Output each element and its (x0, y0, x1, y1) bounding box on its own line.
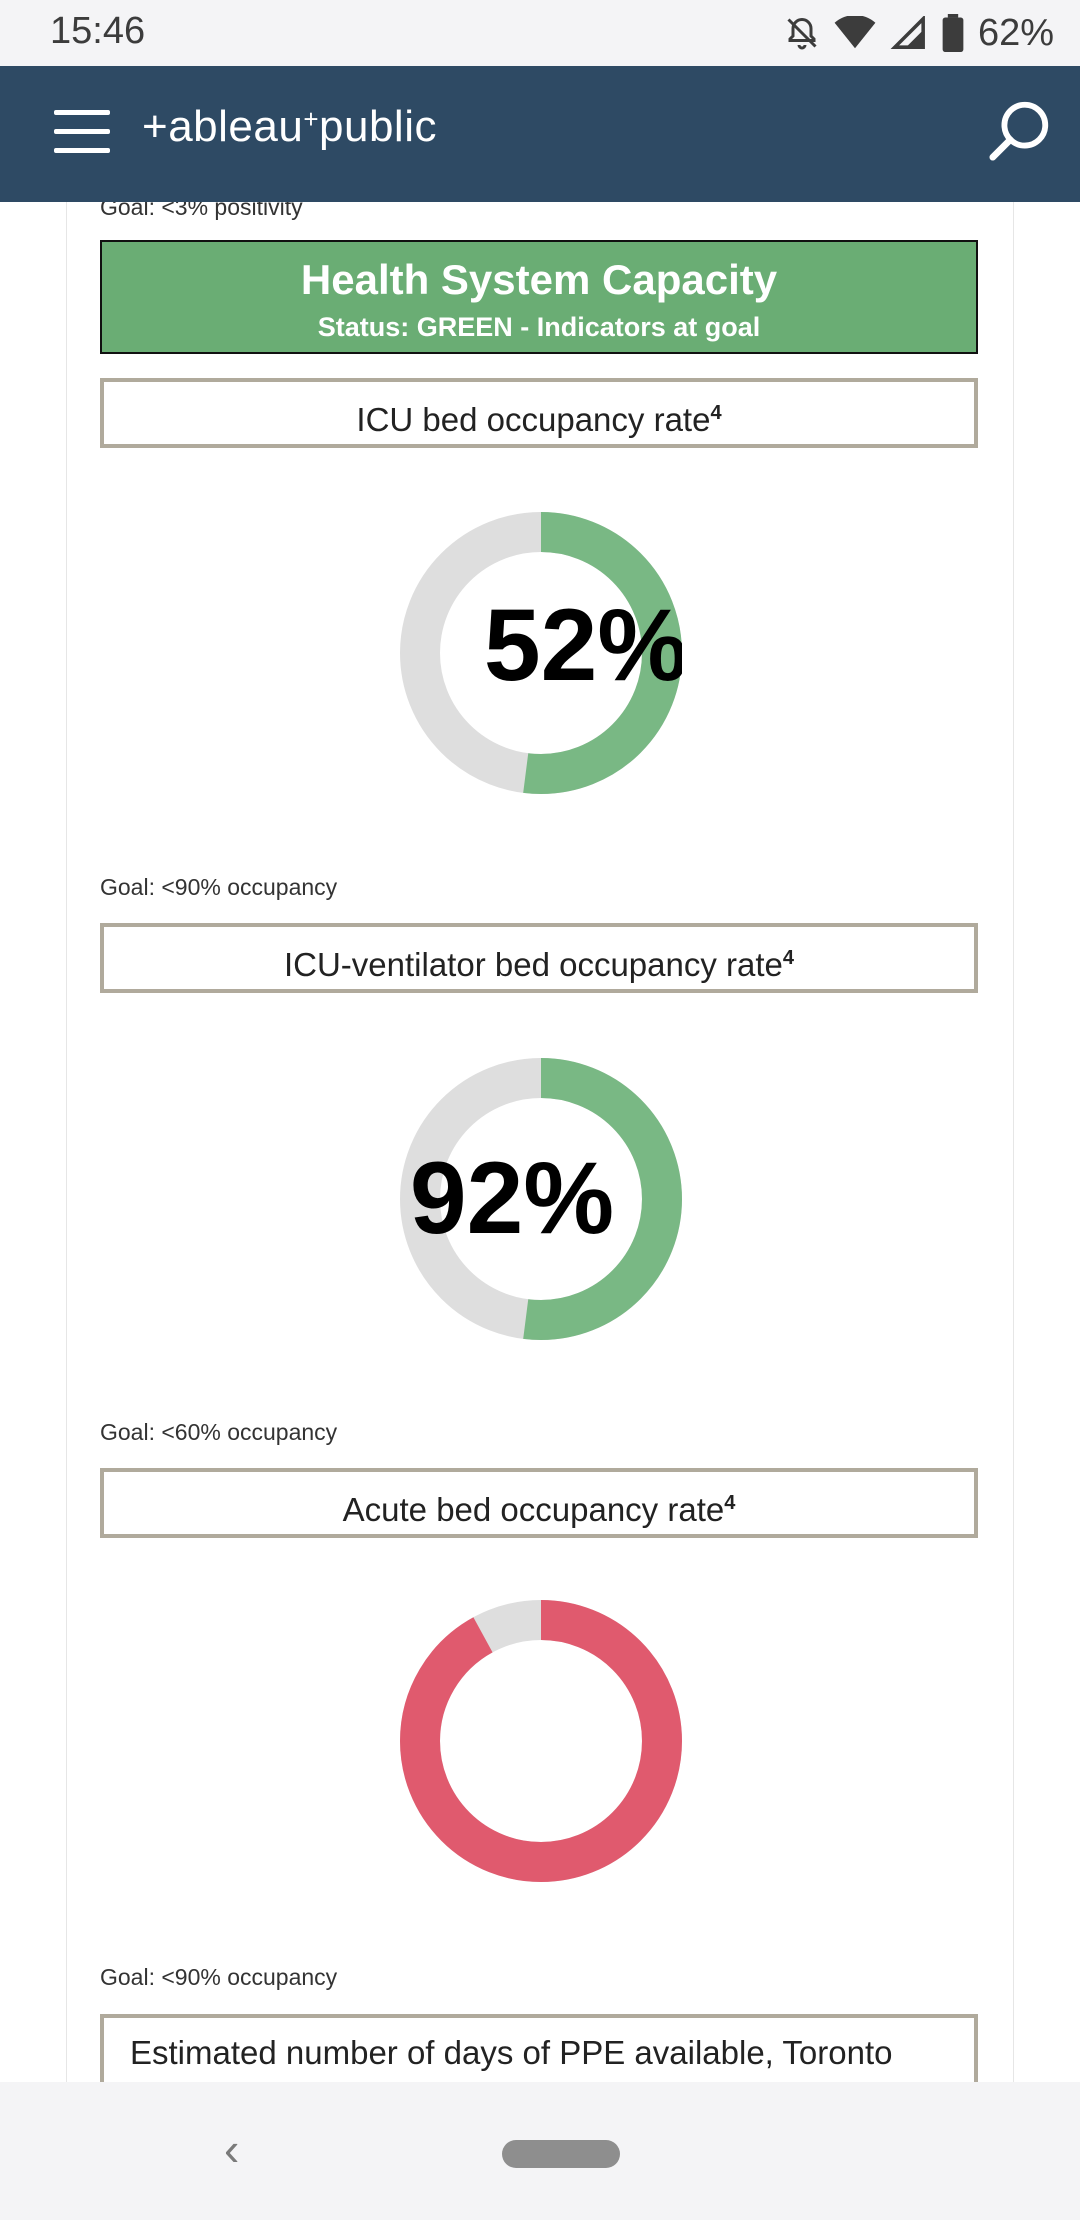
bell-off-icon (787, 17, 817, 50)
wifi-icon (834, 16, 876, 49)
metric-title-acute-bed: Acute bed occupancy rate4 (100, 1468, 978, 1538)
footnote-marker: 4 (710, 402, 722, 424)
status-bar: 15:46 62% (0, 0, 1080, 66)
signal-icon (890, 16, 925, 49)
donut-value-arc (400, 1600, 682, 1882)
metric-title-ppe-days: Estimated number of days of PPE availabl… (100, 2014, 978, 2082)
goal-text-icu-ventilator: Goal: <60% occupancy (100, 1419, 338, 1445)
donut-value-arc (400, 1058, 682, 1340)
tableau-public-logo[interactable]: +ableau+public (142, 102, 437, 152)
search-icon[interactable] (984, 96, 1054, 166)
metric-title-icu-bed: ICU bed occupancy rate4 (100, 378, 978, 448)
metric-label: Acute bed occupancy rate (342, 1491, 725, 1528)
dashboard-viewport[interactable]: Goal: <3% positivity Health System Capac… (0, 202, 1080, 2082)
app-bar: +ableau+public (0, 66, 1080, 202)
back-chevron-icon[interactable]: ‹ (224, 2123, 240, 2175)
battery-percent: 62% (977, 11, 1054, 54)
goal-text-positivity: Goal: <3% positivity (100, 202, 303, 220)
logo-plus: + (303, 104, 320, 134)
system-nav-bar: ‹ (0, 2082, 1080, 2220)
battery-icon (942, 14, 964, 52)
section-title: Health System Capacity (300, 256, 778, 303)
health-capacity-banner: Health System Capacity Status: GREEN - I… (100, 240, 978, 354)
footnote-marker: 4 (782, 947, 795, 969)
footnote-marker: 4 (724, 1492, 736, 1514)
metric-label: Estimated number of days of PPE availabl… (130, 2034, 893, 2071)
hamburger-menu-icon[interactable] (54, 110, 110, 153)
donut-chart-acute-bed[interactable] (400, 1600, 682, 1882)
clock: 15:46 (50, 10, 146, 52)
goal-text-acute-bed: Goal: <90% occupancy (100, 1964, 338, 1990)
donut-chart-icu-bed[interactable]: 52% (400, 512, 682, 794)
donut-percent-label: 92% (410, 1141, 614, 1255)
metric-title-icu-ventilator: ICU-ventilator bed occupancy rate4 (100, 923, 978, 993)
goal-text-icu-bed: Goal: <90% occupancy (100, 874, 338, 900)
status-icons: 62% (784, 8, 1054, 58)
donut-value-arc (400, 512, 682, 794)
logo-text-left: +ableau (142, 102, 304, 151)
section-status: Status: GREEN - Indicators at goal (317, 312, 761, 342)
logo-text-right: public (319, 102, 437, 151)
metric-label: ICU-ventilator bed occupancy rate (283, 946, 783, 983)
donut-chart-icu-ventilator[interactable]: 92% (400, 1058, 682, 1340)
metric-label: ICU bed occupancy rate (356, 401, 711, 438)
donut-percent-label: 52% (484, 588, 682, 702)
home-pill-icon[interactable] (502, 2140, 620, 2168)
